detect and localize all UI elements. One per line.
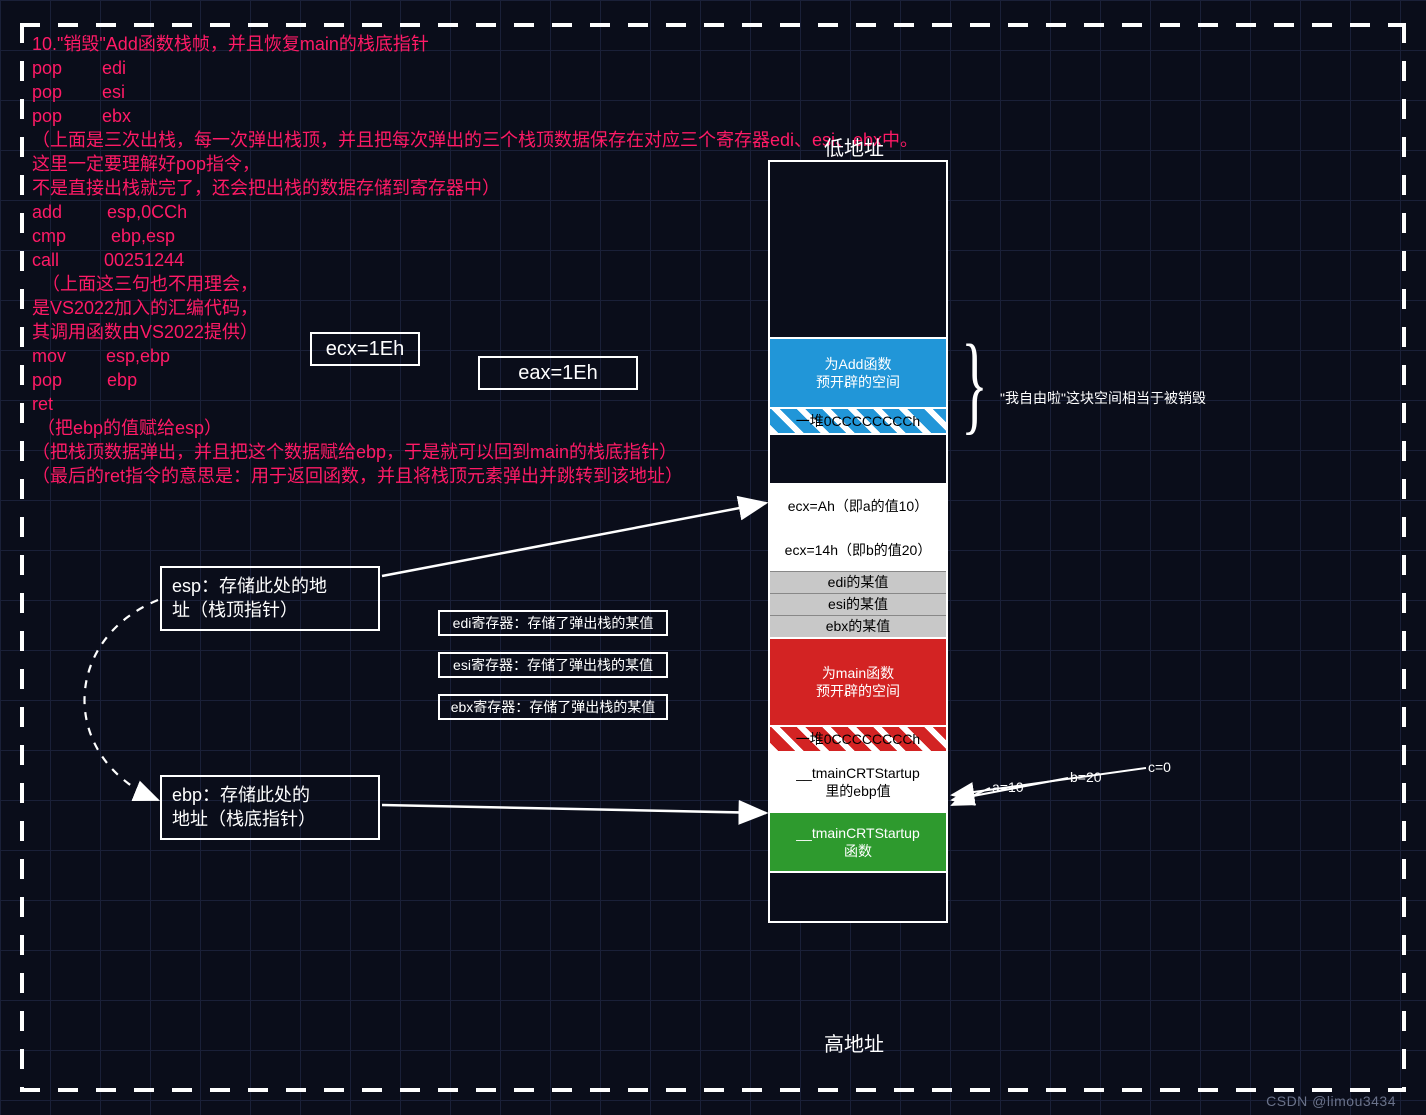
esp-pointer-text: esp：存储此处的地 址（栈顶指针）	[172, 576, 327, 620]
eax-value-box: eax=1Eh	[478, 356, 638, 390]
var-b-label: b=20	[1070, 769, 1102, 785]
ebp-pointer-text: ebp：存储此处的 地址（栈底指针）	[172, 785, 316, 829]
low-address-label: 低地址	[824, 132, 884, 161]
var-a-label: a=10	[992, 779, 1024, 795]
esi-register-box: esi寄存器：存储了弹出栈的某值	[438, 652, 668, 678]
stack-cell: ebx的某值	[770, 615, 946, 637]
dashed-border-bottom	[20, 1088, 1406, 1092]
ebx-register-box: ebx寄存器：存储了弹出栈的某值	[438, 694, 668, 720]
stack-cell-text: 预开辟的空间	[816, 682, 900, 700]
stack-cell	[770, 871, 946, 921]
stack-cell	[770, 433, 946, 483]
dashed-border-right	[1402, 23, 1406, 1092]
stack-cell: esi的某值	[770, 593, 946, 615]
stack-cell: 为main函数预开辟的空间	[770, 637, 946, 725]
var-c-label: c=0	[1148, 759, 1171, 775]
stack-cell: ecx=14h（即b的值20）	[770, 527, 946, 571]
brace-icon: }	[961, 320, 987, 447]
stack-cell-text: __tmainCRTStartup	[796, 824, 919, 842]
destroyed-note: "我自由啦"这块空间相当于被销毁	[1000, 388, 1206, 408]
dashed-border-top	[20, 23, 1406, 27]
stack-cell: 一堆0CCCCCCCCh	[770, 725, 946, 751]
stack-cell-text: 预开辟的空间	[816, 373, 900, 391]
stack-cell	[770, 162, 946, 337]
stack-cell-text: ecx=14h（即b的值20）	[785, 541, 932, 559]
stack-cell-text: esi的某值	[828, 595, 888, 613]
dashed-border-left	[20, 23, 24, 1092]
stack-cell-text: 一堆0CCCCCCCCh	[796, 730, 920, 748]
stack-cell: ecx=Ah（即a的值10）	[770, 483, 946, 527]
stack-cell-text: 里的ebp值	[825, 782, 890, 800]
esp-pointer-box: esp：存储此处的地 址（栈顶指针）	[160, 566, 380, 631]
edi-register-box: edi寄存器：存储了弹出栈的某值	[438, 610, 668, 636]
stack-cell-text: 为Add函数	[825, 355, 892, 373]
watermark: CSDN @limou3434	[1266, 1093, 1396, 1109]
high-address-label: 高地址	[824, 1028, 884, 1057]
stack-cell-text: __tmainCRTStartup	[796, 764, 919, 782]
stack-cell-text: ebx的某值	[826, 617, 891, 635]
stack-cell: __tmainCRTStartup里的ebp值	[770, 751, 946, 811]
stack-cell-text: 函数	[844, 842, 872, 860]
ecx-value-box: ecx=1Eh	[310, 332, 420, 366]
stack-cell-text: 一堆0CCCCCCCCh	[796, 412, 920, 430]
stack-cell: edi的某值	[770, 571, 946, 593]
stack-cell: __tmainCRTStartup函数	[770, 811, 946, 871]
stack-cell-text: 为main函数	[822, 664, 894, 682]
stack-cell-text: edi的某值	[828, 573, 889, 591]
memory-stack: 为Add函数预开辟的空间一堆0CCCCCCCChecx=Ah（即a的值10）ec…	[768, 160, 948, 923]
stack-cell-text: ecx=Ah（即a的值10）	[788, 497, 928, 515]
stack-cell: 一堆0CCCCCCCCh	[770, 407, 946, 433]
ebp-pointer-box: ebp：存储此处的 地址（栈底指针）	[160, 775, 380, 840]
stack-cell: 为Add函数预开辟的空间	[770, 337, 946, 407]
